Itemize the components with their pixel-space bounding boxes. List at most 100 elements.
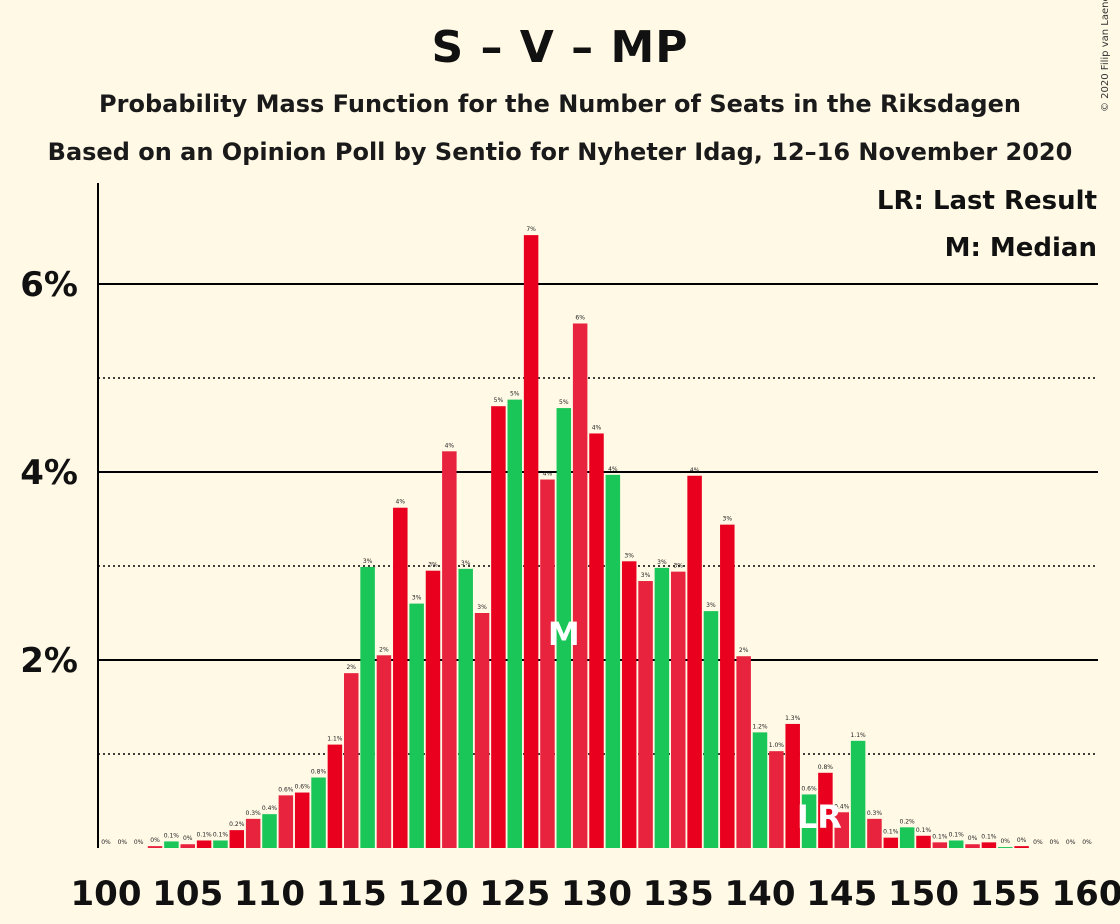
bar-110: [262, 814, 277, 848]
bar-144: [818, 772, 833, 848]
bar-151: [932, 842, 948, 848]
bar-143: [801, 794, 817, 848]
bar-138: [720, 524, 735, 848]
x-tick-label-105: 105: [152, 874, 223, 914]
bar-label-109: 0.3%: [246, 810, 262, 817]
bar-label-110: 0.4%: [262, 805, 278, 812]
bar-label-129: 6%: [575, 314, 585, 321]
bar-153: [965, 844, 980, 848]
bar-114: [327, 744, 343, 848]
bar-104: [164, 841, 179, 848]
x-tick-label-140: 140: [725, 874, 796, 914]
bar-115: [344, 673, 359, 848]
bar-107: [213, 840, 228, 848]
x-axis-ticks: 100 105 110 115 120 125 130 135 140 145 150 155 160: [71, 874, 1120, 914]
bar-label-141: 1.0%: [769, 742, 785, 749]
bar-148: [883, 837, 899, 848]
bar-label-158: 0%: [1050, 839, 1060, 846]
x-tick-label-155: 155: [970, 874, 1041, 914]
bar-label-123: 3%: [477, 604, 487, 611]
bar-140: [752, 732, 768, 848]
x-tick-label-160: 160: [1052, 874, 1120, 914]
bar-label-139: 2%: [739, 647, 749, 654]
bar-label-149: 0.2%: [900, 818, 916, 825]
bar-127: [540, 479, 555, 848]
bar-label-152: 0.1%: [949, 831, 965, 838]
bar-142: [785, 723, 800, 848]
x-tick-label-125: 125: [479, 874, 550, 914]
bar-122: [458, 568, 473, 848]
chart-source-subtitle: Based on an Opinion Poll by Sentio for N…: [47, 138, 1073, 166]
bar-label-128: 5%: [559, 399, 569, 406]
bar-label-104: 0.1%: [164, 832, 180, 839]
bar-109: [245, 818, 261, 848]
median-marker: M: [548, 615, 580, 653]
bar-label-150: 0.1%: [916, 827, 932, 834]
bar-154: [981, 842, 997, 848]
bar-125: [507, 399, 522, 848]
bar-label-137: 3%: [706, 602, 716, 609]
bar-label-134: 3%: [657, 559, 667, 566]
bar-label-119: 3%: [412, 595, 422, 602]
bar-labels-group: 0% 0% 0% 0%0.1% 0%0.1% 0.1%0.2%0.3%0.4%0.6% 0.…: [101, 226, 1092, 846]
bar-128: [556, 408, 572, 848]
y-axis-ticks: 2% 4% 6%: [20, 265, 78, 681]
bar-label-105: 0%: [183, 835, 193, 842]
y-tick-label-4: 4%: [20, 453, 78, 493]
bar-139: [736, 656, 751, 848]
bar-label-136: 4%: [690, 467, 700, 474]
bar-152: [948, 840, 964, 848]
bar-137: [703, 611, 719, 848]
bar-116: [360, 566, 375, 848]
bar-label-148: 0.1%: [883, 829, 899, 836]
bar-155: [998, 847, 1013, 848]
chart-title: S – V – MP: [431, 22, 689, 73]
x-tick-label-110: 110: [234, 874, 305, 914]
bar-label-113: 0.8%: [311, 769, 327, 776]
bar-135: [671, 571, 686, 848]
bar-105: [180, 844, 195, 848]
bar-134: [654, 567, 670, 848]
x-tick-label-145: 145: [806, 874, 877, 914]
bar-112: [294, 792, 310, 848]
x-tick-label-115: 115: [316, 874, 387, 914]
bar-156: [1014, 846, 1029, 848]
bar-141: [769, 751, 784, 848]
bar-120: [425, 570, 441, 848]
bar-label-125: 5%: [510, 391, 520, 398]
bar-label-100: 0%: [101, 839, 111, 846]
bar-label-154: 0.1%: [981, 833, 997, 840]
x-tick-label-130: 130: [561, 874, 632, 914]
bar-label-159: 0%: [1066, 839, 1076, 846]
bar-117: [376, 655, 392, 848]
bar-label-138: 3%: [723, 516, 733, 523]
bar-111: [278, 795, 294, 848]
y-tick-label-6: 6%: [20, 265, 78, 305]
bar-label-143: 0.6%: [801, 785, 817, 792]
bar-label-157: 0%: [1033, 839, 1043, 846]
last-result-marker: LR: [797, 798, 842, 836]
bar-label-151: 0.1%: [932, 833, 948, 840]
bar-103: [147, 846, 163, 848]
bar-label-115: 2%: [346, 664, 356, 671]
bar-147: [867, 818, 882, 848]
bar-label-112: 0.6%: [295, 784, 311, 791]
bar-133: [638, 581, 653, 848]
bar-label-117: 2%: [379, 646, 389, 653]
bar-label-160: 0%: [1082, 839, 1092, 846]
bar-label-107: 0.1%: [213, 831, 229, 838]
bar-label-140: 1.2%: [752, 723, 768, 730]
bar-label-146: 1.1%: [850, 732, 866, 739]
bar-label-122: 3%: [461, 560, 471, 567]
bar-label-144: 0.8%: [818, 764, 834, 771]
bar-label-121: 4%: [445, 442, 455, 449]
bar-149: [899, 827, 915, 848]
bar-132: [621, 561, 637, 848]
bar-label-106: 0.1%: [196, 831, 212, 838]
bar-label-116: 3%: [363, 558, 373, 565]
bar-129: [572, 323, 588, 849]
bar-label-101: 0%: [118, 839, 128, 846]
bar-label-135: 3%: [673, 563, 683, 570]
bar-label-127: 4%: [543, 471, 553, 478]
